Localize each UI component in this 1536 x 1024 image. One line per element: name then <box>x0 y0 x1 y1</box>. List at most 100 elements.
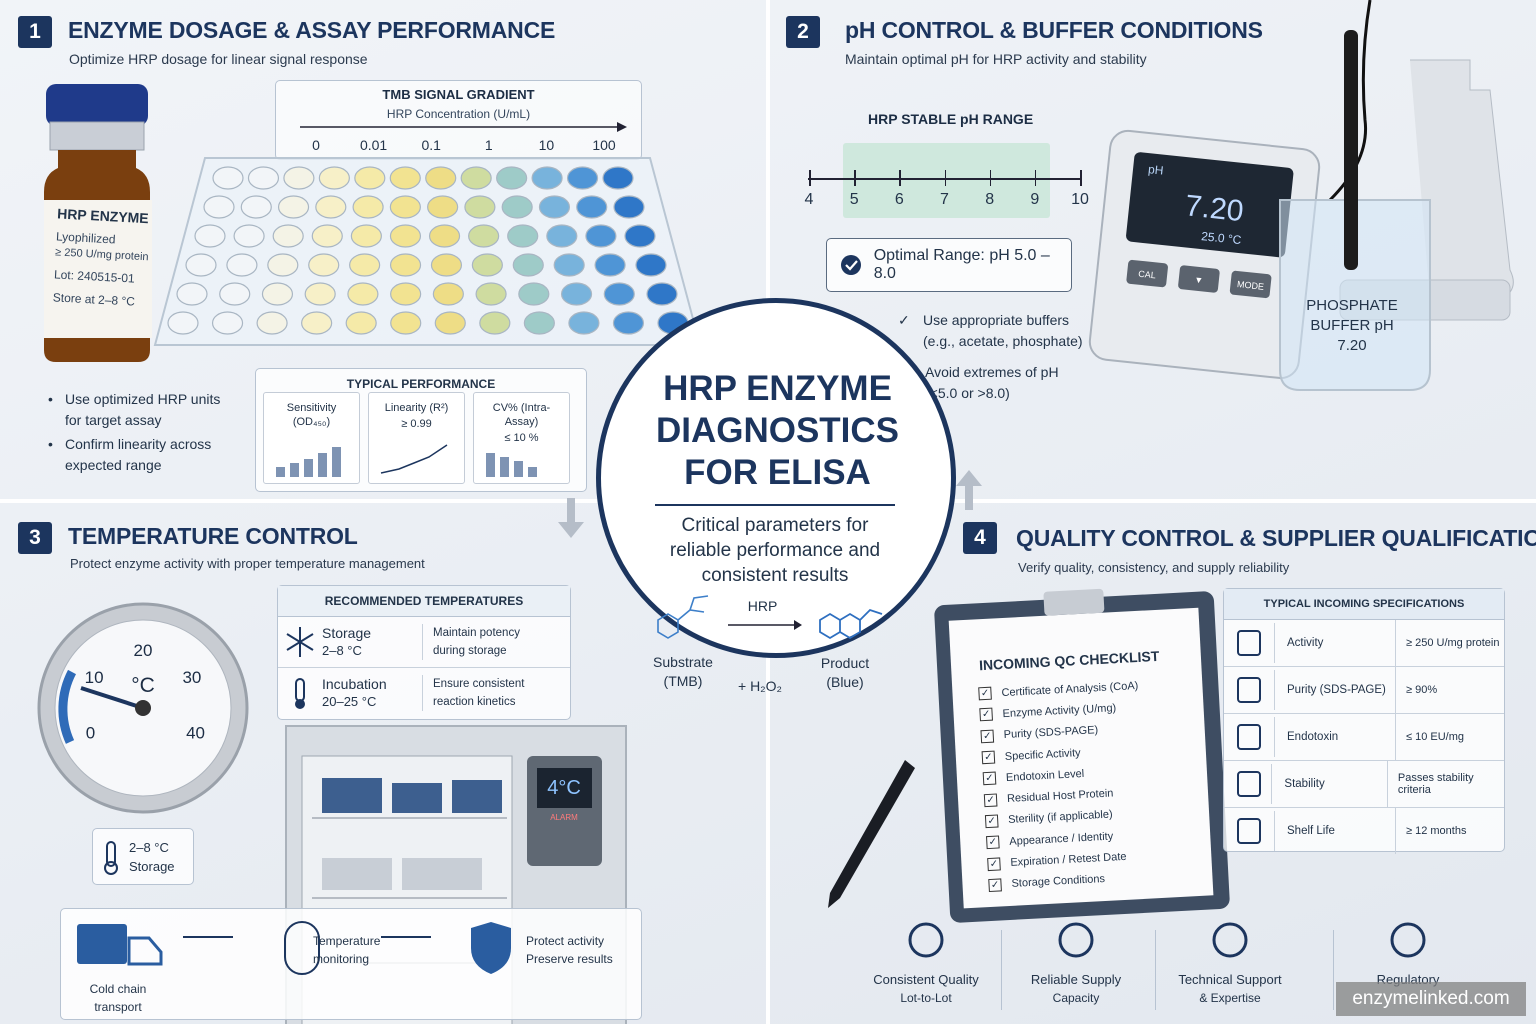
checklist-text: Expiration / Retest Date <box>1010 850 1127 869</box>
metric-panel: Linearity (R²) ≥ 0.99 <box>368 392 465 484</box>
vial-lot: Lot: 240515-01 <box>53 267 136 286</box>
gradient-arrow <box>300 122 627 132</box>
well <box>390 311 422 335</box>
spec-name: Activity <box>1275 620 1396 666</box>
row-cell: Storage 2–8 °C <box>322 624 423 660</box>
well <box>308 253 340 277</box>
icon-part <box>908 922 944 958</box>
ph-tick-label: 5 <box>849 191 859 208</box>
pillar-text: Consistent Quality Lot-to-Lot <box>851 970 1001 1008</box>
ph-stable-band <box>843 143 1050 218</box>
well <box>566 166 599 190</box>
metric-value: ≤ 10 % <box>504 432 539 444</box>
ph-tick-mark <box>899 170 901 186</box>
specs-title: TYPICAL INCOMING SPECIFICATIONS <box>1224 589 1504 620</box>
well <box>233 224 265 248</box>
fridge-temperature: 4°C <box>547 777 581 799</box>
well <box>194 224 226 248</box>
gauge-tick-label: 0 <box>86 724 95 743</box>
meter-button-label: ▼ <box>1194 275 1204 286</box>
specs-table: TYPICAL INCOMING SPECIFICATIONS Activity… <box>1223 588 1505 854</box>
ph-note-text: Avoid extremes of pH (<5.0 or >8.0) <box>925 364 1059 401</box>
well <box>389 224 422 248</box>
flow-icon <box>77 924 163 966</box>
well <box>512 253 544 277</box>
checklist-text: Certificate of Analysis (CoA) <box>1001 679 1139 699</box>
pillar-title: Consistent Quality <box>873 972 979 987</box>
row-name: Incubation <box>322 676 387 692</box>
temperature-row: Storage 2–8 °C Maintain potency during sto… <box>278 617 570 668</box>
section-subtitle: Maintain optimal pH for HRP activity and… <box>845 51 1147 67</box>
flow-text: Temperature monitoring <box>313 932 413 968</box>
well <box>479 311 511 335</box>
row-icon <box>295 678 305 709</box>
well <box>176 282 208 306</box>
beaker-label: PHOSPHATE BUFFER pH 7.20 <box>1306 297 1398 354</box>
truck-cab <box>127 936 163 966</box>
metric-sparkline <box>486 453 537 477</box>
ph-axis <box>808 178 1080 180</box>
checkbox: ✓ <box>979 708 993 722</box>
spec-row: Purity (SDS-PAGE) ≥ 90% <box>1224 666 1504 713</box>
ph-tick-mark <box>1080 170 1082 186</box>
bullet-text: Confirm linearity across expected range <box>65 436 212 473</box>
vial-label <box>44 200 152 338</box>
ph-range-title: HRP STABLE pH RANGE <box>868 111 1034 127</box>
ph-note: ✓ Use appropriate buffers (e.g., acetate,… <box>898 310 1083 352</box>
spec-value: ≥ 12 months <box>1406 825 1467 837</box>
row-note: Maintain potency during storage <box>433 627 520 657</box>
electrode <box>1344 30 1358 270</box>
well <box>624 224 656 248</box>
pillar-icon <box>908 922 944 958</box>
checkbox: ✓ <box>984 814 999 829</box>
well <box>432 282 464 306</box>
ph-tick-label: 7 <box>940 191 949 208</box>
icon-part <box>1237 630 1261 656</box>
clip <box>1043 588 1105 616</box>
icon-part <box>1237 677 1261 703</box>
vial-cap <box>46 84 148 126</box>
well <box>501 195 533 219</box>
section-subtitle: Optimize HRP dosage for linear signal re… <box>69 51 368 67</box>
pillar-title: Technical Support <box>1178 972 1282 987</box>
bullet-list: • Use optimized HRP units for target assa… <box>48 389 248 479</box>
microplate <box>153 157 702 346</box>
well <box>389 253 422 277</box>
snowflake <box>286 627 314 657</box>
optimal-range: Optimal Range: pH 5.0 – 8.0 <box>873 247 1050 282</box>
bullet-dot: • <box>48 391 53 407</box>
well <box>389 166 421 190</box>
flow-arrow <box>956 470 982 510</box>
product-molecule <box>819 608 883 640</box>
gauge-tick-label: 40 <box>186 724 205 743</box>
metric-label: Linearity (R²) <box>384 402 449 414</box>
well <box>612 311 645 335</box>
flow-arrow <box>558 498 584 538</box>
icon-part <box>1212 922 1248 958</box>
well <box>646 282 678 306</box>
gauge-tick-label: 10 <box>85 668 104 687</box>
badge-label: Storage <box>129 858 175 874</box>
spec-icon <box>1237 811 1275 851</box>
flow-label: Protect activity <box>526 934 605 948</box>
vial-activity: ≥ 250 U/mg protein <box>54 246 149 264</box>
flow-arrow <box>183 936 233 938</box>
well <box>349 253 381 277</box>
well <box>226 253 258 277</box>
spec-row: Shelf Life ≥ 12 months <box>1224 807 1504 854</box>
row-icon <box>286 627 314 657</box>
spec-row: Activity ≥ 250 U/mg protein <box>1224 620 1504 666</box>
ph-note-text: Use appropriate buffers (e.g., acetate, … <box>923 312 1083 349</box>
beaker <box>1279 199 1431 391</box>
spec-name: Shelf Life <box>1275 808 1396 854</box>
spec-icon <box>1237 670 1275 710</box>
section-number: 1 <box>18 16 52 48</box>
checklist-title: INCOMING QC CHECKLIST <box>978 647 1160 674</box>
well <box>219 282 251 306</box>
clipboard: INCOMING QC CHECKLIST ✓ Certificate of An… <box>933 588 1231 924</box>
metric-label: CV% (Intra-Assay) <box>492 402 551 428</box>
well <box>427 195 459 219</box>
checklist-paper: INCOMING QC CHECKLIST ✓ Certificate of An… <box>948 607 1214 909</box>
row-note: Ensure consistent reaction kinetics <box>433 678 525 708</box>
